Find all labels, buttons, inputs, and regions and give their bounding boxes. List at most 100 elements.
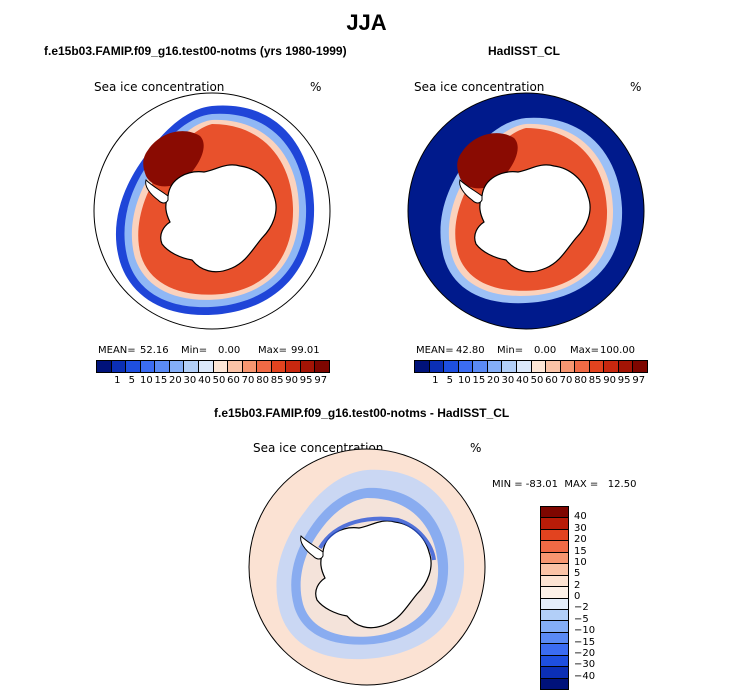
panel-a-colorbar-tick-label: 50 xyxy=(212,375,226,386)
panel-a-colorbar-swatch xyxy=(169,361,185,372)
panel-b-max-label: Max= xyxy=(570,345,600,356)
panel-b-colorbar-swatch xyxy=(516,361,532,372)
panel-b-colorbar-tick-label: 95 xyxy=(617,375,631,386)
panel-b-colorbar-swatch xyxy=(415,361,430,372)
panel-a-colorbar-swatch xyxy=(242,361,258,372)
panel-c-colorbar-swatch xyxy=(541,587,568,599)
panel-a-colorbar-tick-label: 90 xyxy=(285,375,298,386)
panel-b-colorbar-swatch xyxy=(429,361,445,372)
panel-a-colorbar-swatch xyxy=(140,361,156,372)
panel-a-colorbar-tick-label: 40 xyxy=(198,375,211,386)
panel-a-peninsula xyxy=(145,179,169,204)
panel-c-colorbar-swatch xyxy=(541,518,568,530)
panel-a-colorbar xyxy=(96,360,330,373)
panel-a-colorbar-ticks: 1 5 10 15 20 30 40 50 60 70 80 85 90 95 97 xyxy=(110,375,328,386)
panel-b-colorbar-swatch xyxy=(473,361,488,372)
panel-b-colorbar-swatch xyxy=(531,361,547,372)
panel-b-colorbar-tick-label: 30 xyxy=(501,375,515,386)
panel-c-colorbar-tick-label: 2 xyxy=(574,579,581,591)
panel-c-colorbar-swatch xyxy=(541,598,568,610)
panel-c-peninsula xyxy=(300,535,324,560)
panel-a-mean-value: 52.16 xyxy=(140,345,169,356)
panel-a-colorbar-tick-label: 15 xyxy=(154,375,168,386)
panel-a-colorbar-tick-label: 5 xyxy=(128,375,135,386)
panel-b-colorbar-tick-label: 70 xyxy=(559,375,573,386)
panel-b-colorbar-swatch xyxy=(589,361,605,372)
panel-c-colorbar-swatch xyxy=(541,621,568,633)
panel-c-colorbar-tick-label: 20 xyxy=(574,534,587,546)
panel-c-colorbar-swatch xyxy=(541,564,568,576)
panel-c-colorbar-swatch xyxy=(541,507,568,519)
figure-title: JJA xyxy=(346,10,387,35)
panel-b-colorbar-ticks: 1 5 10 15 20 30 40 50 60 70 80 85 90 95 97 xyxy=(428,375,646,386)
panel-c-colorbar-tick-label: −40 xyxy=(574,670,596,682)
panel-c-colorbar-ticks: 40 30 20 15 10 5 2 0 −2 −5 −10 −15 −20 −30 −40 xyxy=(574,506,614,688)
panel-b-colorbar-swatch xyxy=(604,361,619,372)
panel-a-colorbar-tick-label: 30 xyxy=(183,375,197,386)
panel-c-colorbar-tick-label: −5 xyxy=(574,613,589,625)
panel-c-colorbar-swatch xyxy=(541,667,568,679)
panel-a-colorbar-swatch xyxy=(97,361,112,372)
panel-c-title: f.e15b03.FAMIP.f09_g16.test00-notms - Ha… xyxy=(214,406,510,420)
panel-b-title: HadISST_CL xyxy=(488,44,561,58)
panel-b-colorbar-swatch xyxy=(444,361,459,372)
panel-b-colorbar-swatch xyxy=(633,361,647,372)
panel-a-colorbar-swatch xyxy=(300,361,316,372)
panel-a-colorbar-swatch xyxy=(228,361,243,372)
panel-c-colorbar-swatch xyxy=(541,575,568,588)
panel-b-colorbar-tick-label: 50 xyxy=(530,375,544,386)
panel-b-colorbar-tick-label: 85 xyxy=(588,375,602,386)
panel-a-colorbar-tick-label: 1 xyxy=(114,375,121,386)
panel-a-colorbar-swatch xyxy=(155,361,170,372)
panel-b-colorbar-swatch xyxy=(487,361,503,372)
panel-a-colorbar-tick-label: 97 xyxy=(314,375,328,386)
panel-c-colorbar-swatch xyxy=(541,632,568,645)
panel-c-colorbar-tick-label: −10 xyxy=(574,625,596,637)
panel-a-colorbar-swatch xyxy=(257,361,272,372)
panel-c-colorbar-tick-label: 30 xyxy=(574,522,587,534)
panel-a-colorbar-swatch xyxy=(286,361,301,372)
panel-b-max-value: 100.00 xyxy=(600,345,635,356)
panel-a-colorbar-swatch xyxy=(184,361,199,372)
panel-c-colorbar-tick-label: 10 xyxy=(574,556,587,568)
panel-c-colorbar-tick-label: −15 xyxy=(574,636,596,648)
panel-b-colorbar-tick-label: 80 xyxy=(574,375,587,386)
panel-c-colorbar-swatch xyxy=(541,644,568,656)
panel-c-colorbar-swatch xyxy=(541,541,568,553)
panel-b-colorbar-swatch xyxy=(546,361,561,372)
panel-b-colorbar-swatch xyxy=(458,361,474,372)
panel-b-colorbar-tick-label: 1 xyxy=(432,375,439,386)
panel-c-colorbar-swatch xyxy=(541,655,568,668)
panel-a-variable-label: Sea ice concentration xyxy=(94,80,225,94)
panel-b-colorbar xyxy=(414,360,648,373)
panel-a-colorbar-tick-label: 80 xyxy=(256,375,269,386)
panel-c-colorbar-tick-label: 0 xyxy=(574,591,581,602)
panel-b-min-value: 0.00 xyxy=(534,345,557,356)
panel-a-colorbar-swatch xyxy=(126,361,141,372)
panel-b-mean-value: 42.80 xyxy=(456,345,485,356)
panel-a-colorbar-swatch xyxy=(271,361,287,372)
panel-b-peninsula xyxy=(459,179,483,204)
panel-c-colorbar-tick-label: 5 xyxy=(574,568,581,580)
panel-a-colorbar-swatch xyxy=(198,361,214,372)
panel-a-colorbar-tick-label: 95 xyxy=(299,375,313,386)
panel-b-colorbar-swatch xyxy=(502,361,517,372)
panel-b-colorbar-tick-label: 20 xyxy=(487,375,500,386)
panel-c-units-label: % xyxy=(470,441,482,455)
panel-b-units-label: % xyxy=(630,80,642,94)
panel-a-min-value: 0.00 xyxy=(218,345,241,356)
panel-a-title: f.e15b03.FAMIP.f09_g16.test00-notms (yrs… xyxy=(44,44,347,58)
panel-a-antarctica xyxy=(160,164,277,273)
panel-a-max-value: 99.01 xyxy=(291,345,320,356)
panel-a-mean-label: MEAN= xyxy=(98,345,136,356)
panel-c-colorbar-swatch xyxy=(541,552,568,565)
panel-a-colorbar-tick-label: 60 xyxy=(227,375,240,386)
panel-b-variable-label: Sea ice concentration xyxy=(414,80,545,94)
panel-b-colorbar-swatch xyxy=(575,361,590,372)
panel-b-antarctica xyxy=(474,164,591,273)
panel-a-max-label: Max= xyxy=(258,345,288,356)
panel-b-colorbar-tick-label: 15 xyxy=(472,375,486,386)
